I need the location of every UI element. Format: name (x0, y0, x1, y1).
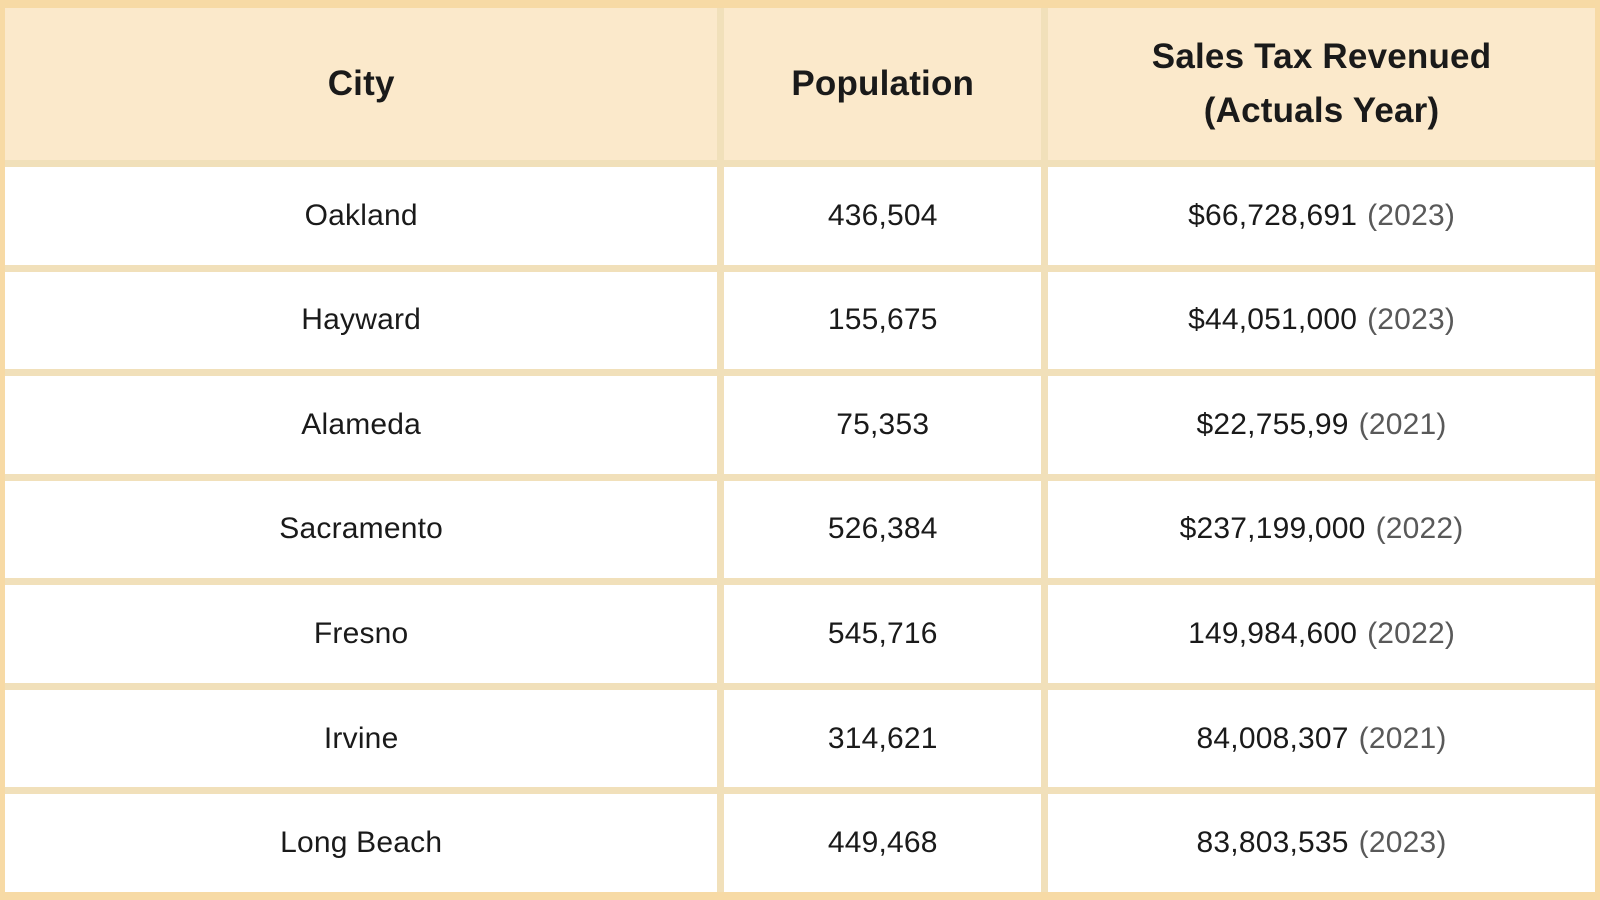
cell-population: 155,675 (724, 271, 1042, 370)
cell-city: Alameda (5, 376, 718, 474)
cell-city: Hayward (5, 271, 718, 370)
revenue-year: (2022) (1367, 617, 1456, 651)
header-cell-population: Population (724, 8, 1042, 160)
revenue-amount: 149,984,600 (1188, 617, 1358, 651)
header-revenue-label-line1: Sales Tax Revenued (1151, 36, 1492, 76)
cell-revenue: 83,803,535 (2023) (1048, 794, 1595, 892)
cell-population: 545,716 (724, 585, 1042, 683)
cell-population: 449,468 (724, 794, 1042, 892)
cell-city: Long Beach (5, 794, 718, 892)
cell-revenue: $22,755,99 (2021) (1048, 376, 1595, 474)
revenue-year: (2023) (1367, 303, 1456, 337)
cell-city: Irvine (5, 689, 718, 788)
revenue-amount: $22,755,99 (1196, 407, 1349, 441)
cell-population: 526,384 (724, 480, 1042, 579)
header-revenue-label-line2: (Actuals Year) (1203, 91, 1440, 130)
cell-revenue: 84,008,307 (2021) (1048, 689, 1595, 788)
cell-population: 436,504 (724, 167, 1042, 265)
header-cell-city: City (5, 8, 718, 160)
cell-population: 314,621 (724, 689, 1042, 788)
cell-population: 75,353 (724, 376, 1042, 474)
cell-city: Sacramento (5, 480, 718, 579)
cell-city: Fresno (5, 585, 718, 683)
cell-revenue: $237,199,000 (2022) (1048, 480, 1595, 579)
revenue-year: (2022) (1375, 512, 1464, 546)
cell-revenue: $66,728,691 (2023) (1048, 167, 1595, 265)
header-cell-revenue: Sales Tax Revenued (Actuals Year) (1048, 8, 1595, 160)
revenue-year: (2021) (1358, 407, 1447, 441)
revenue-year: (2021) (1358, 721, 1447, 755)
cell-revenue: $44,051,000 (2023) (1048, 271, 1595, 370)
revenue-year: (2023) (1358, 826, 1447, 860)
header-city-label: City (327, 63, 395, 103)
revenue-amount: $44,051,000 (1188, 303, 1358, 337)
revenue-amount: $237,199,000 (1179, 512, 1366, 546)
cell-revenue: 149,984,600 (2022) (1048, 585, 1595, 683)
revenue-amount: 84,008,307 (1196, 721, 1349, 755)
header-population-label: Population (791, 63, 975, 103)
revenue-year: (2023) (1367, 198, 1456, 232)
revenue-amount: 83,803,535 (1196, 826, 1349, 860)
cell-city: Oakland (5, 167, 718, 265)
revenue-amount: $66,728,691 (1188, 198, 1358, 232)
